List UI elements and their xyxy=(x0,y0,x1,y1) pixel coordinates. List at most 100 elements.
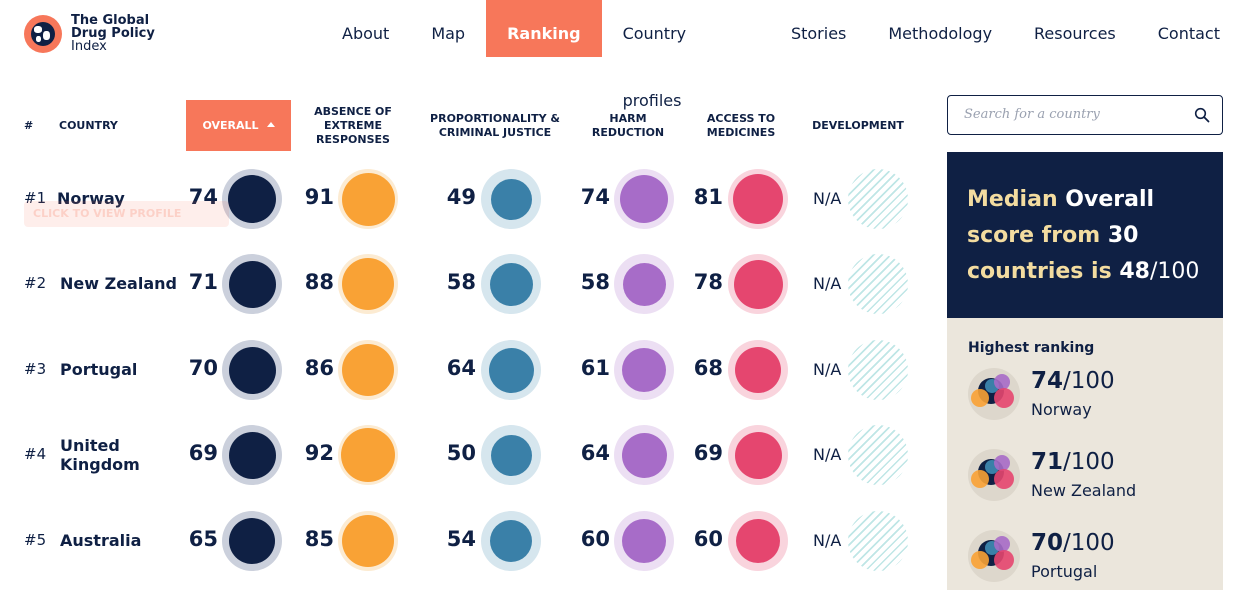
score-dot-absence xyxy=(342,344,394,396)
score-bubble-access[interactable] xyxy=(728,340,788,400)
score-bubble-access[interactable] xyxy=(728,254,788,314)
header-proportionality[interactable]: PROPORTIONALITY & CRIMINAL JUSTICE xyxy=(425,112,565,140)
row-rank: #5 xyxy=(24,531,47,549)
score-bubble-absence[interactable] xyxy=(338,169,398,229)
score-proportionality: 54 xyxy=(446,527,476,551)
nav-map[interactable]: Map xyxy=(431,24,466,43)
score-access: 81 xyxy=(693,185,723,209)
nav-ranking[interactable]: Ranking xyxy=(486,0,602,57)
score-bubble-proportionality[interactable] xyxy=(481,254,541,314)
highest-ranking-panel: Highest ranking 74/100 Norway 71/100 New Ze… xyxy=(947,318,1223,590)
nav-resources[interactable]: Resources xyxy=(1034,24,1116,43)
main-nav: About Map Ranking Country profiles Stori… xyxy=(321,0,1241,110)
row-country-name[interactable]: Australia xyxy=(60,531,141,550)
score-bubble-absence[interactable] xyxy=(338,511,398,571)
logo-line-1: The Global xyxy=(71,13,150,28)
score-bubble-proportionality[interactable] xyxy=(481,169,541,229)
header-access[interactable]: ACCESS TO MEDICINES xyxy=(696,112,786,140)
score-bubble-harm[interactable] xyxy=(614,254,674,314)
search-input[interactable] xyxy=(962,106,1186,123)
score-harm: 61 xyxy=(580,356,610,380)
score-bubble-overall[interactable] xyxy=(222,254,282,314)
highest-score: 74/100 xyxy=(1031,368,1115,394)
row-rank: #2 xyxy=(24,274,47,292)
header-overall[interactable]: OVERALL xyxy=(186,100,291,151)
row-country-name[interactable]: Norway xyxy=(57,189,125,208)
score-dot-absence xyxy=(341,428,395,482)
no-data-hatch xyxy=(848,169,908,229)
highest-score: 70/100 xyxy=(1031,530,1115,556)
score-bubble-harm[interactable] xyxy=(614,340,674,400)
score-bubble-overall[interactable] xyxy=(222,425,282,485)
header-absence[interactable]: ABSENCE OF EXTREME RESPONSES xyxy=(303,105,403,147)
score-dot-harm xyxy=(622,519,666,563)
score-bubble-overall[interactable] xyxy=(222,511,282,571)
score-bubble-proportionality[interactable] xyxy=(481,340,541,400)
score-bubble-harm[interactable] xyxy=(614,511,674,571)
highest-score-value: 74 xyxy=(1031,368,1064,394)
score-bubble-absence[interactable] xyxy=(338,340,398,400)
median-word: score from xyxy=(967,223,1101,248)
highest-country-name: New Zealand xyxy=(1031,481,1137,500)
country-bubbles-icon xyxy=(968,449,1020,501)
score-bubble-absence[interactable] xyxy=(338,425,398,485)
score-bubble-harm[interactable] xyxy=(614,425,674,485)
score-bubble-access[interactable] xyxy=(728,425,788,485)
score-development: N/A xyxy=(813,189,842,208)
score-bubble-harm[interactable] xyxy=(614,169,674,229)
score-absence: 91 xyxy=(304,185,334,209)
nav-contact[interactable]: Contact xyxy=(1157,24,1220,43)
country-name-line: Kingdom xyxy=(60,455,140,474)
score-dot-proportionality xyxy=(490,178,532,220)
no-data-hatch xyxy=(848,425,908,485)
highest-country-name: Portugal xyxy=(1031,562,1098,581)
score-bubble-proportionality[interactable] xyxy=(481,425,541,485)
highest-score: 71/100 xyxy=(1031,449,1115,475)
score-overall: 71 xyxy=(188,270,218,294)
nav-methodology[interactable]: Methodology xyxy=(888,24,993,43)
header-prop-line: CRIMINAL JUSTICE xyxy=(438,126,552,139)
score-harm: 74 xyxy=(580,185,610,209)
score-proportionality: 49 xyxy=(446,185,476,209)
row-country-name[interactable]: Portugal xyxy=(60,360,137,379)
no-data-hatch xyxy=(848,340,908,400)
score-proportionality: 64 xyxy=(446,356,476,380)
row-country-name[interactable]: United Kingdom xyxy=(60,436,140,474)
highest-ranking-title: Highest ranking xyxy=(968,340,1095,356)
country-name-line: United xyxy=(60,436,120,455)
score-access: 68 xyxy=(693,356,723,380)
search-icon[interactable] xyxy=(1194,107,1210,123)
score-dot-harm xyxy=(620,175,668,223)
nav-about[interactable]: About xyxy=(342,24,390,43)
score-development: N/A xyxy=(813,360,842,379)
median-word: Median xyxy=(967,187,1058,212)
score-bubble-access[interactable] xyxy=(728,511,788,571)
score-bubble-overall[interactable] xyxy=(222,340,282,400)
nav-country-profiles[interactable]: Country profiles xyxy=(622,24,687,110)
logo-text: The Global Drug Policy Index xyxy=(71,14,155,53)
score-absence: 85 xyxy=(304,527,334,551)
score-bubble-proportionality[interactable] xyxy=(481,511,541,571)
row-country-name[interactable]: New Zealand xyxy=(60,274,177,293)
row-rank: #3 xyxy=(24,360,47,378)
country-bubbles-icon xyxy=(968,530,1020,582)
score-dot-overall xyxy=(228,346,276,394)
score-overall: 70 xyxy=(188,356,218,380)
logo[interactable]: The Global Drug Policy Index xyxy=(24,14,155,53)
header-harm-line: REDUCTION xyxy=(591,126,665,139)
search-box[interactable] xyxy=(947,95,1223,135)
nav-stories[interactable]: Stories xyxy=(790,24,847,43)
score-bubble-absence[interactable] xyxy=(338,254,398,314)
score-bubble-access[interactable] xyxy=(728,169,788,229)
header-country[interactable]: COUNTRY xyxy=(59,119,118,132)
score-dot-harm xyxy=(622,348,666,392)
header-harm-reduction[interactable]: HARM REDUCTION xyxy=(583,112,673,140)
score-development: N/A xyxy=(813,445,842,464)
score-dot-proportionality xyxy=(489,262,533,306)
score-bubble-overall[interactable] xyxy=(222,169,282,229)
score-dot-access xyxy=(735,347,781,393)
country-name-line: Australia xyxy=(60,531,142,550)
header-access-line: ACCESS TO xyxy=(706,112,776,125)
score-access: 60 xyxy=(693,527,723,551)
header-development[interactable]: DEVELOPMENT xyxy=(812,119,904,132)
